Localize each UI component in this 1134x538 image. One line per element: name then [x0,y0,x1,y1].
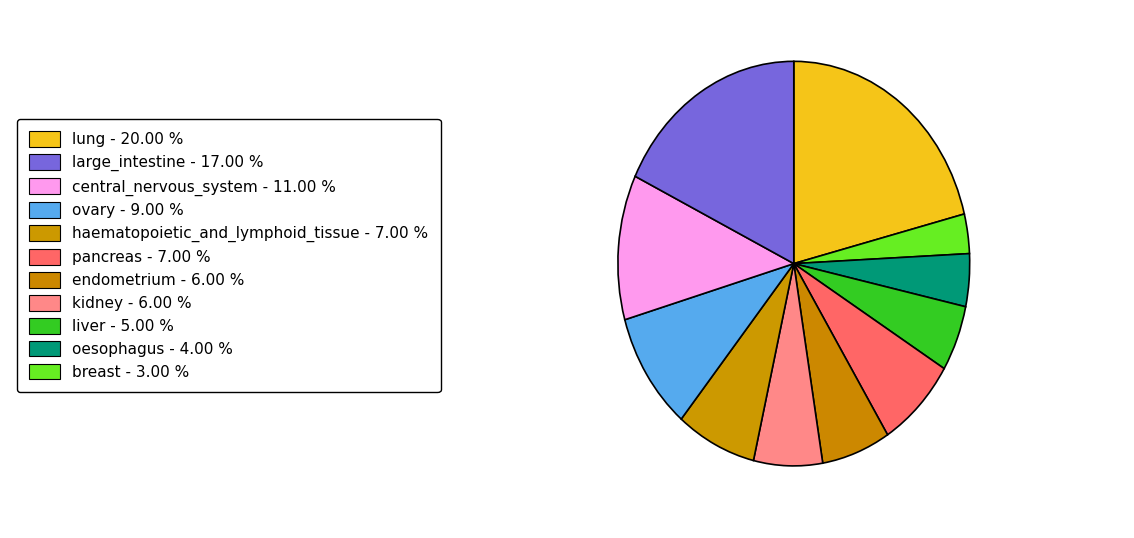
Wedge shape [625,264,794,419]
Wedge shape [618,176,794,320]
Wedge shape [794,264,966,369]
Wedge shape [794,264,945,435]
Wedge shape [794,61,964,264]
Wedge shape [635,61,794,264]
Wedge shape [753,264,823,466]
Wedge shape [794,214,970,264]
Wedge shape [794,253,970,307]
Legend: lung - 20.00 %, large_intestine - 17.00 %, central_nervous_system - 11.00 %, ova: lung - 20.00 %, large_intestine - 17.00 … [17,119,440,392]
Wedge shape [682,264,794,461]
Wedge shape [794,264,888,463]
